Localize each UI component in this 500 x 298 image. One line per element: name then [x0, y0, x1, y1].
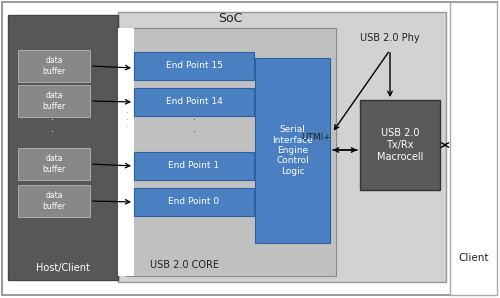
Bar	[118, 28, 134, 276]
Bar	[134, 88, 254, 116]
Bar	[134, 152, 254, 180]
Text: End Point 15: End Point 15	[166, 61, 222, 71]
Bar	[18, 85, 90, 117]
Text: USB 2.0
Tx/Rx
Macrocell: USB 2.0 Tx/Rx Macrocell	[377, 128, 423, 162]
Bar	[134, 188, 254, 216]
Bar	[450, 2, 497, 295]
Bar	[18, 148, 90, 180]
Bar	[360, 100, 440, 190]
Text: SoC: SoC	[218, 13, 242, 26]
Bar	[18, 50, 90, 82]
Text: data
buffer: data buffer	[42, 154, 66, 174]
Bar	[126, 28, 336, 276]
Text: Serial
Interface
Engine
Control
Logic: Serial Interface Engine Control Logic	[272, 125, 313, 176]
Text: End Point 14: End Point 14	[166, 97, 222, 106]
Bar	[255, 58, 330, 243]
Bar	[134, 52, 254, 80]
Text: USB 2.0 Phy: USB 2.0 Phy	[360, 33, 420, 43]
Bar	[18, 185, 90, 217]
Text: UTMI+: UTMI+	[301, 133, 331, 142]
Bar	[8, 15, 118, 280]
Text: ·
·
·: · · ·	[192, 103, 196, 136]
Text: End Point 0: End Point 0	[168, 198, 220, 207]
Text: USB 2.0 CORE: USB 2.0 CORE	[150, 260, 220, 270]
Text: data
buffer: data buffer	[42, 91, 66, 111]
Text: ·
·
·: · · ·	[52, 103, 54, 136]
Text: ·
·
·: · · ·	[125, 110, 127, 130]
Text: Client: Client	[459, 253, 489, 263]
Text: data
buffer: data buffer	[42, 56, 66, 76]
Bar	[118, 12, 446, 282]
Text: data
buffer: data buffer	[42, 191, 66, 211]
Text: End Point 1: End Point 1	[168, 162, 220, 170]
Text: Host/Client: Host/Client	[36, 263, 90, 273]
